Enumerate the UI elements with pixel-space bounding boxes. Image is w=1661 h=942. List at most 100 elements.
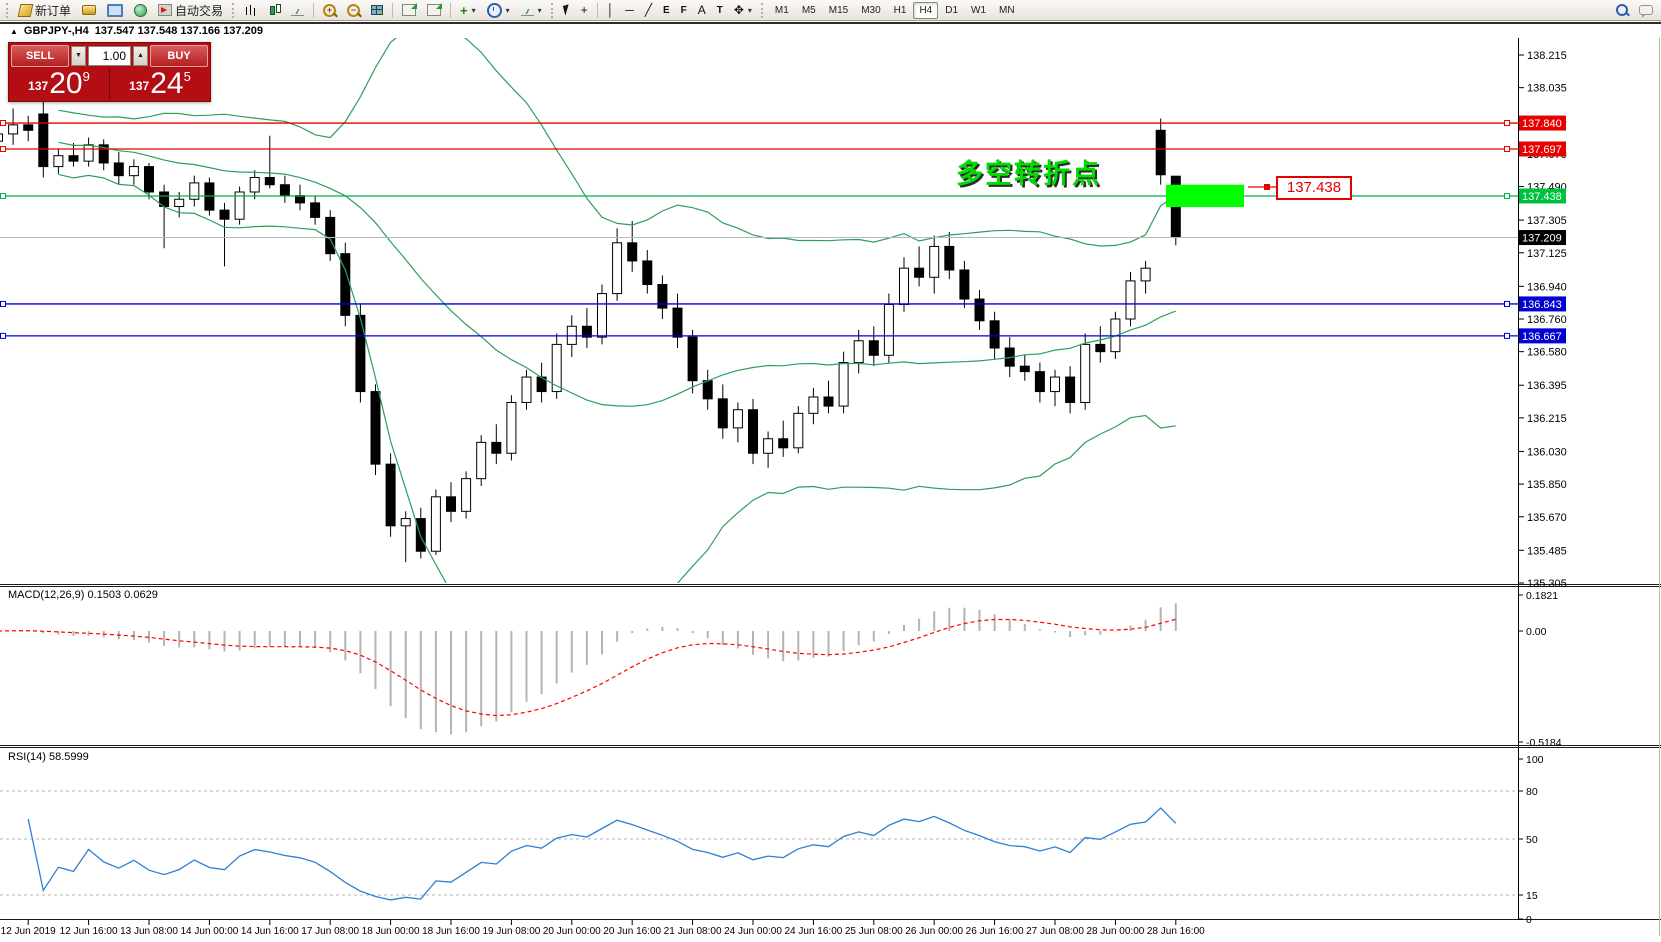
- auto-scroll-button[interactable]: [422, 0, 446, 20]
- volume-input[interactable]: 1.00: [88, 46, 131, 66]
- zoom-out-button[interactable]: −: [342, 0, 365, 20]
- candle-body[interactable]: [219, 209, 230, 220]
- candle-body[interactable]: [748, 409, 758, 454]
- candle-body[interactable]: [370, 391, 381, 465]
- candle-body[interactable]: [461, 478, 472, 512]
- candle-body[interactable]: [823, 396, 834, 407]
- market-watch-button[interactable]: [77, 0, 101, 20]
- candle-body[interactable]: [430, 496, 441, 552]
- tf-button-h1[interactable]: H1: [893, 4, 907, 16]
- tf-button-h4[interactable]: H4: [913, 1, 939, 19]
- candle-body[interactable]: [1019, 365, 1030, 373]
- candle-body[interactable]: [1034, 371, 1045, 393]
- sell-button[interactable]: SELL: [11, 45, 69, 67]
- candle-body[interactable]: [717, 398, 728, 429]
- candle-body[interactable]: [793, 412, 804, 449]
- candlestick-chart-button[interactable]: [263, 0, 285, 20]
- zoom-in-button[interactable]: +: [318, 0, 341, 20]
- line-handle[interactable]: [1504, 120, 1510, 127]
- candle-body[interactable]: [687, 336, 698, 382]
- macd-pane[interactable]: [0, 603, 1177, 735]
- text-button[interactable]: A: [693, 0, 711, 20]
- navigator-button[interactable]: [102, 0, 128, 20]
- cursor-button[interactable]: [559, 0, 575, 20]
- candle-body[interactable]: [883, 303, 894, 356]
- candle-body[interactable]: [8, 124, 19, 135]
- candle-body[interactable]: [0, 133, 3, 142]
- buy-button[interactable]: BUY: [150, 45, 208, 67]
- candle-body[interactable]: [642, 260, 653, 286]
- text-label-button[interactable]: T: [712, 0, 728, 20]
- candle-body[interactable]: [1125, 280, 1136, 320]
- volume-increase-button[interactable]: ▲: [133, 46, 148, 66]
- tf-button-w1[interactable]: W1: [971, 4, 987, 16]
- candle-body[interactable]: [249, 176, 260, 193]
- new-order-button[interactable]: 新订单: [14, 0, 76, 20]
- candle-body[interactable]: [1050, 376, 1060, 393]
- tile-windows-button[interactable]: [366, 0, 388, 20]
- candle-body[interactable]: [491, 441, 502, 454]
- candle-body[interactable]: [325, 216, 336, 255]
- candle-body[interactable]: [868, 340, 879, 356]
- price-tag[interactable]: [1519, 115, 1566, 131]
- candle-body[interactable]: [128, 166, 139, 177]
- candle-body[interactable]: [899, 267, 909, 305]
- candle-body[interactable]: [38, 113, 49, 168]
- candle-body[interactable]: [476, 441, 487, 480]
- line-handle[interactable]: [0, 120, 6, 127]
- price-tag[interactable]: [1519, 188, 1566, 204]
- tf-button-m5[interactable]: M5: [801, 4, 816, 16]
- candle-body[interactable]: [144, 166, 154, 193]
- candle-body[interactable]: [914, 267, 925, 278]
- price-tag[interactable]: [1519, 141, 1566, 157]
- candle-body[interactable]: [174, 198, 185, 208]
- line-chart-button[interactable]: [286, 0, 309, 20]
- main-pane[interactable]: [0, 20, 1181, 633]
- vertical-line-button[interactable]: │: [602, 0, 620, 20]
- candle-body[interactable]: [355, 314, 366, 393]
- candle-body[interactable]: [1095, 343, 1106, 353]
- candle-body[interactable]: [83, 144, 94, 162]
- candle-body[interactable]: [944, 245, 955, 271]
- line-handle[interactable]: [1504, 300, 1510, 307]
- rsi-pane[interactable]: [0, 790, 1518, 901]
- tf-button-m1[interactable]: M1: [774, 4, 789, 16]
- price-tag[interactable]: [1519, 328, 1566, 344]
- collapse-arrow-icon[interactable]: ▲: [10, 26, 18, 36]
- toolbar-grip[interactable]: [550, 2, 555, 18]
- autotrading-button[interactable]: 自动交易: [153, 0, 228, 20]
- channel-button[interactable]: E: [658, 0, 675, 20]
- candle-body[interactable]: [989, 320, 1000, 349]
- volume-decrease-button[interactable]: ▼: [71, 46, 86, 66]
- candle-body[interactable]: [1140, 267, 1151, 282]
- buy-price[interactable]: 137 24 5: [110, 68, 210, 99]
- candle-body[interactable]: [672, 307, 683, 338]
- candle-body[interactable]: [551, 343, 562, 393]
- candle-body[interactable]: [113, 162, 124, 177]
- price-tag[interactable]: [1519, 296, 1566, 312]
- toolbar-grip[interactable]: [232, 2, 236, 18]
- bar-chart-button[interactable]: [240, 0, 262, 20]
- candle-body[interactable]: [400, 518, 411, 527]
- toolbar-grip[interactable]: [760, 2, 765, 18]
- price-tag[interactable]: [1519, 230, 1566, 246]
- candle-body[interactable]: [385, 463, 396, 527]
- tf-button-mn[interactable]: MN: [999, 4, 1015, 16]
- arrows-button[interactable]: ✥ ▾: [729, 0, 757, 20]
- candle-body[interactable]: [581, 325, 592, 338]
- tf-button-d1[interactable]: D1: [945, 4, 959, 16]
- templates-button[interactable]: ▾: [516, 0, 547, 20]
- search-button[interactable]: [1611, 0, 1633, 20]
- tf-button-m30[interactable]: M30: [861, 4, 881, 16]
- line-handle[interactable]: [0, 300, 6, 307]
- candle-body[interactable]: [627, 242, 638, 262]
- candle-body[interactable]: [1155, 129, 1166, 176]
- candle-body[interactable]: [974, 298, 985, 322]
- candle-body[interactable]: [657, 284, 668, 309]
- candle-body[interactable]: [189, 182, 200, 200]
- chart-shift-button[interactable]: [397, 0, 421, 20]
- candle-body[interactable]: [295, 195, 305, 204]
- sell-price[interactable]: 137 20 9: [9, 68, 110, 99]
- candle-body[interactable]: [612, 242, 623, 295]
